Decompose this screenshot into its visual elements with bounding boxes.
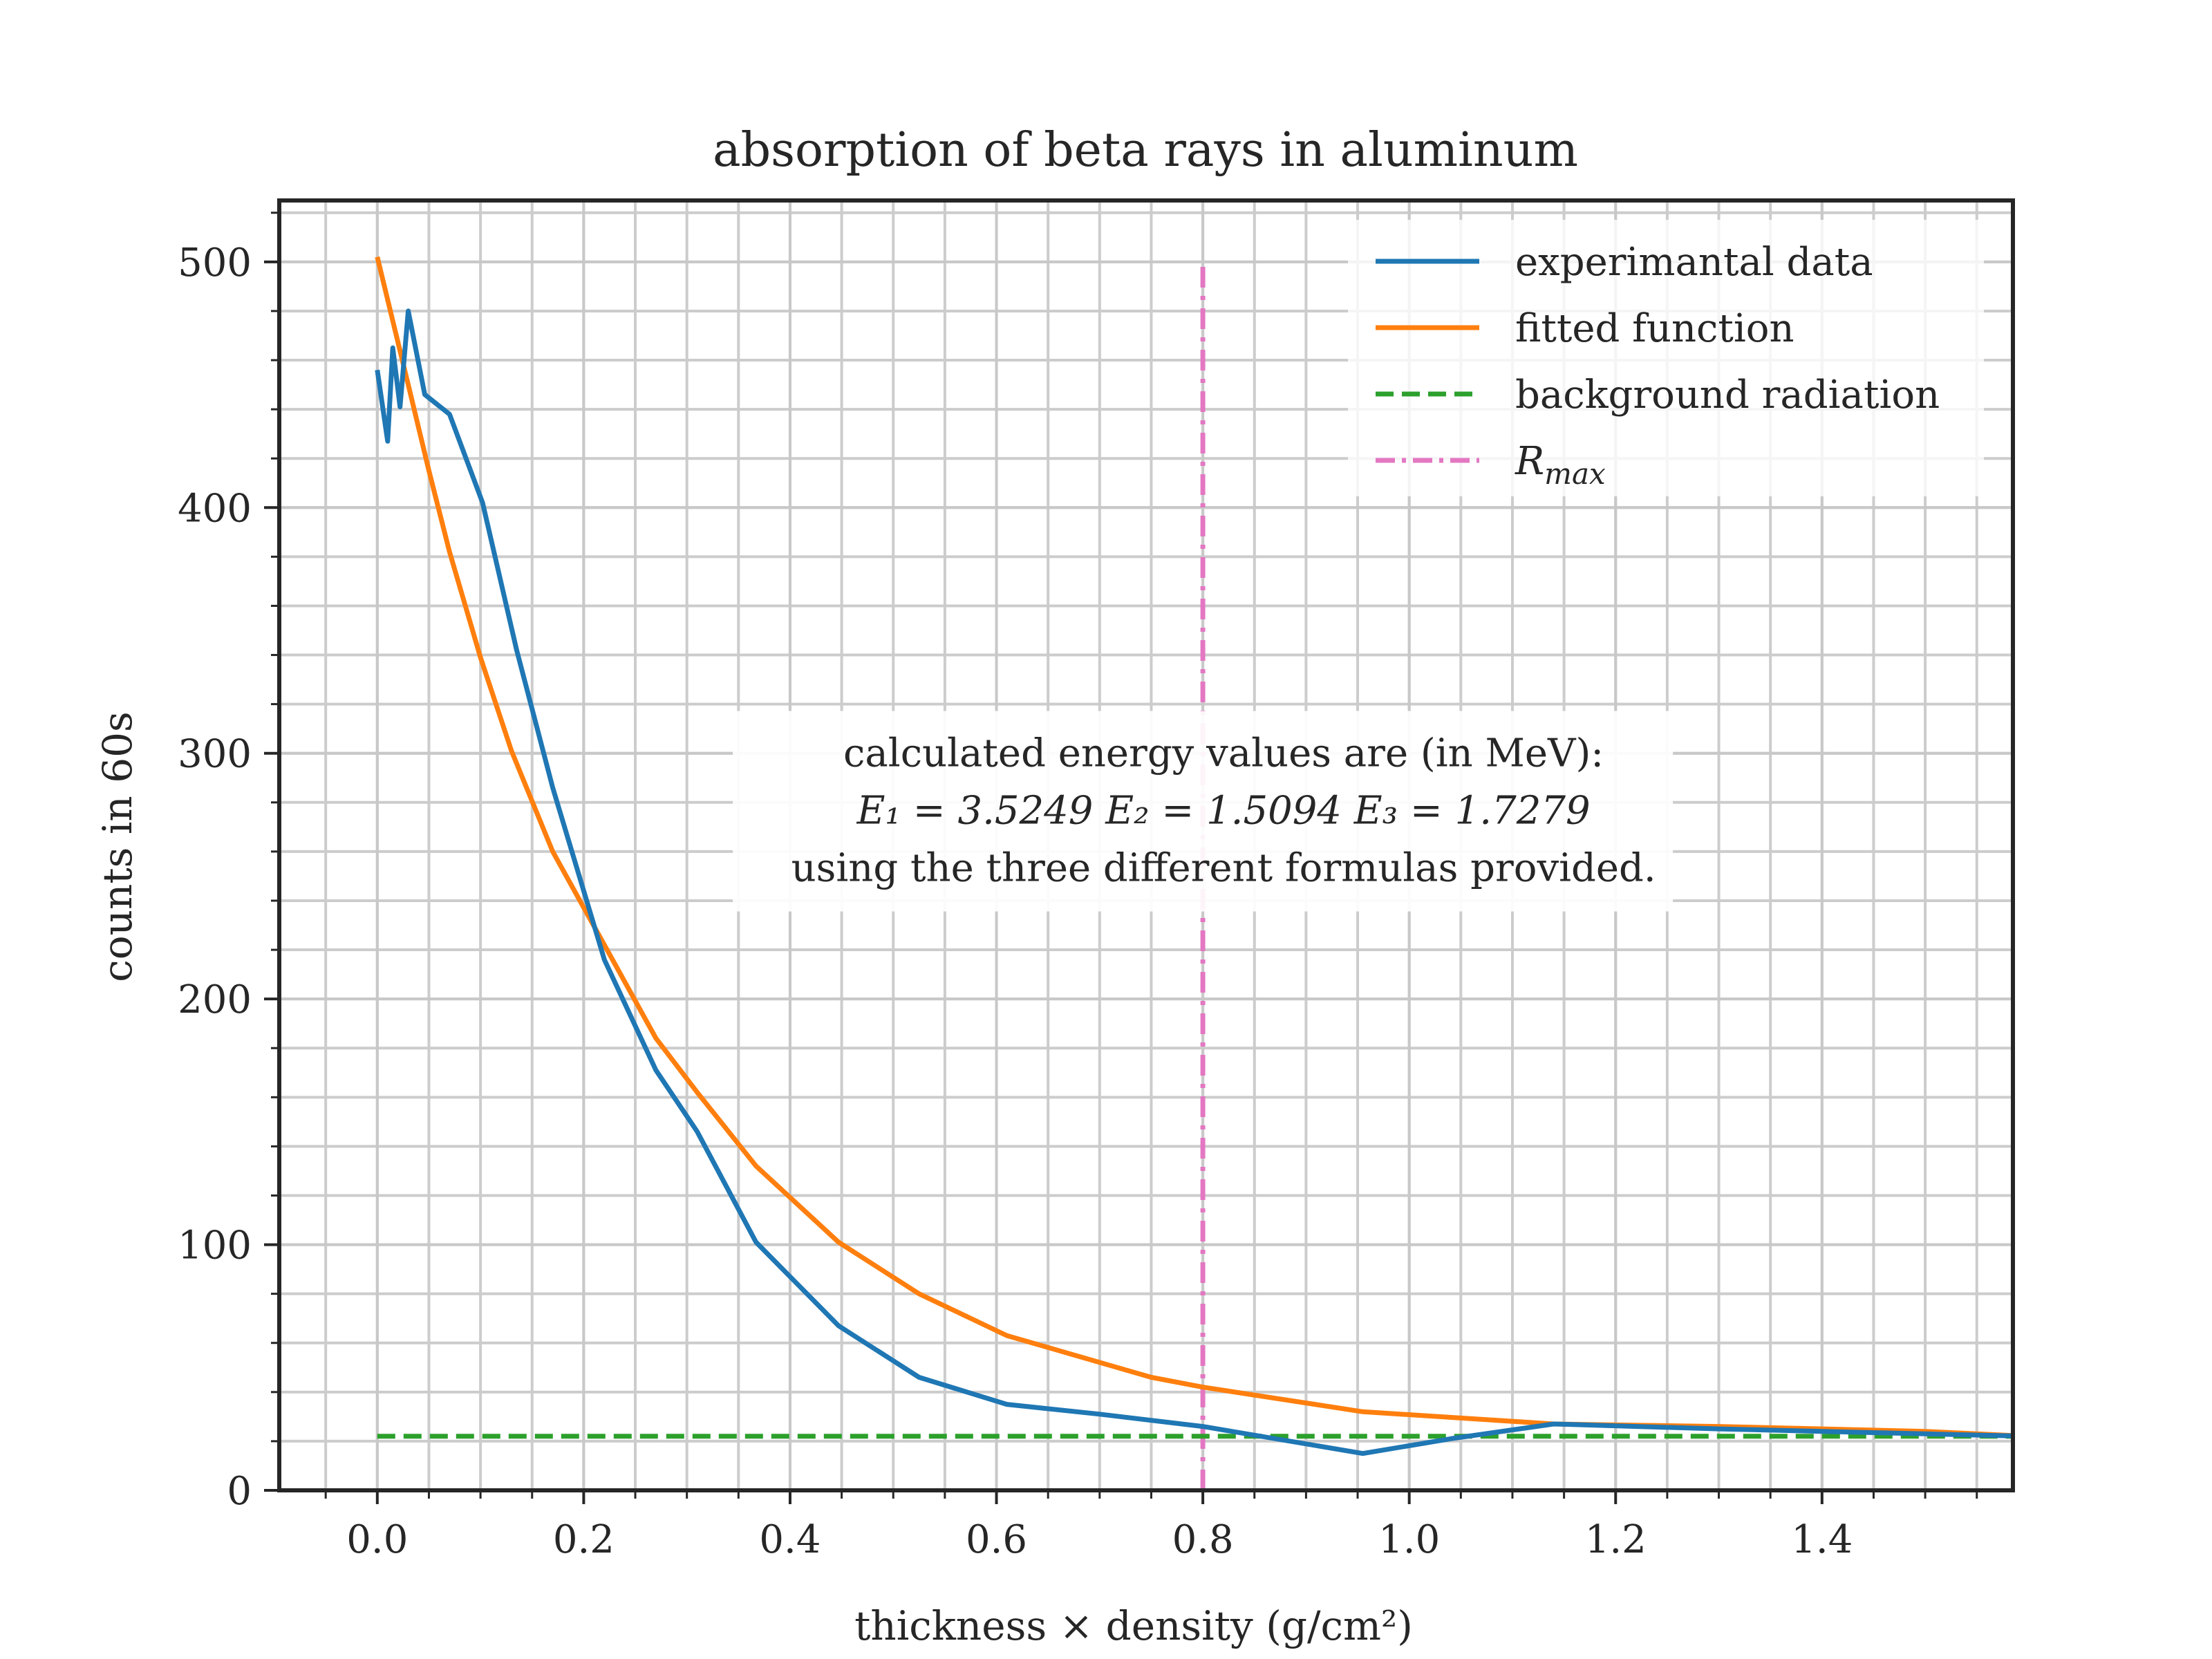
x-tick-label: 0.2 bbox=[553, 1517, 615, 1562]
legend-box bbox=[1348, 220, 1984, 496]
annotation-box bbox=[733, 711, 1674, 912]
series-line-experimantal-data bbox=[375, 308, 2013, 1456]
x-tick-label: 1.4 bbox=[1791, 1517, 1853, 1562]
x-tick-label: 1.0 bbox=[1378, 1517, 1440, 1562]
y-axis-ticks: 0 100 200 300 400 500 bbox=[178, 212, 279, 1514]
y-tick-label: 200 bbox=[178, 977, 252, 1022]
annotation-line-1: calculated energy values are (in MeV): bbox=[843, 731, 1604, 776]
legend-label-experimental-data: experimantal data bbox=[1515, 240, 1873, 285]
plot-frame bbox=[277, 198, 2015, 1492]
legend-label-fitted-function: fitted function bbox=[1515, 306, 1794, 351]
x-axis-label: thickness × density (g/cm²) bbox=[854, 1602, 1413, 1649]
y-tick-label: 100 bbox=[178, 1224, 252, 1268]
x-tick-label: 0.4 bbox=[759, 1517, 821, 1562]
annotation-line-2: E₁ = 3.5249 E₂ = 1.5094 E₃ = 1.7279 bbox=[856, 789, 1591, 834]
energy-annotation: calculated energy values are (in MeV): E… bbox=[733, 711, 1674, 912]
y-tick-label: 300 bbox=[178, 732, 252, 777]
legend: experimantal data fitted function backgr… bbox=[1348, 220, 1984, 496]
y-tick-label: 500 bbox=[178, 241, 252, 285]
x-axis-ticks: 0.0 0.2 0.4 0.6 0.8 1.0 1.2 1.4 bbox=[324, 1490, 1978, 1562]
annotation-line-3: using the three different formulas provi… bbox=[791, 846, 1656, 891]
x-tick-label: 0.8 bbox=[1172, 1517, 1234, 1562]
legend-label-background-radiation: background radiation bbox=[1515, 373, 1940, 418]
series-layer bbox=[375, 256, 2013, 1490]
x-tick-label: 0.6 bbox=[966, 1517, 1027, 1562]
y-axis-label: counts in 60s bbox=[94, 711, 141, 982]
chart-title: absorption of beta rays in aluminum bbox=[713, 123, 1578, 178]
y-tick-label: 0 bbox=[227, 1469, 252, 1514]
x-tick-label: 0.0 bbox=[346, 1517, 408, 1562]
series-line-fitted-function bbox=[375, 256, 2013, 1438]
y-tick-label: 400 bbox=[178, 486, 252, 531]
x-tick-label: 1.2 bbox=[1585, 1517, 1647, 1562]
